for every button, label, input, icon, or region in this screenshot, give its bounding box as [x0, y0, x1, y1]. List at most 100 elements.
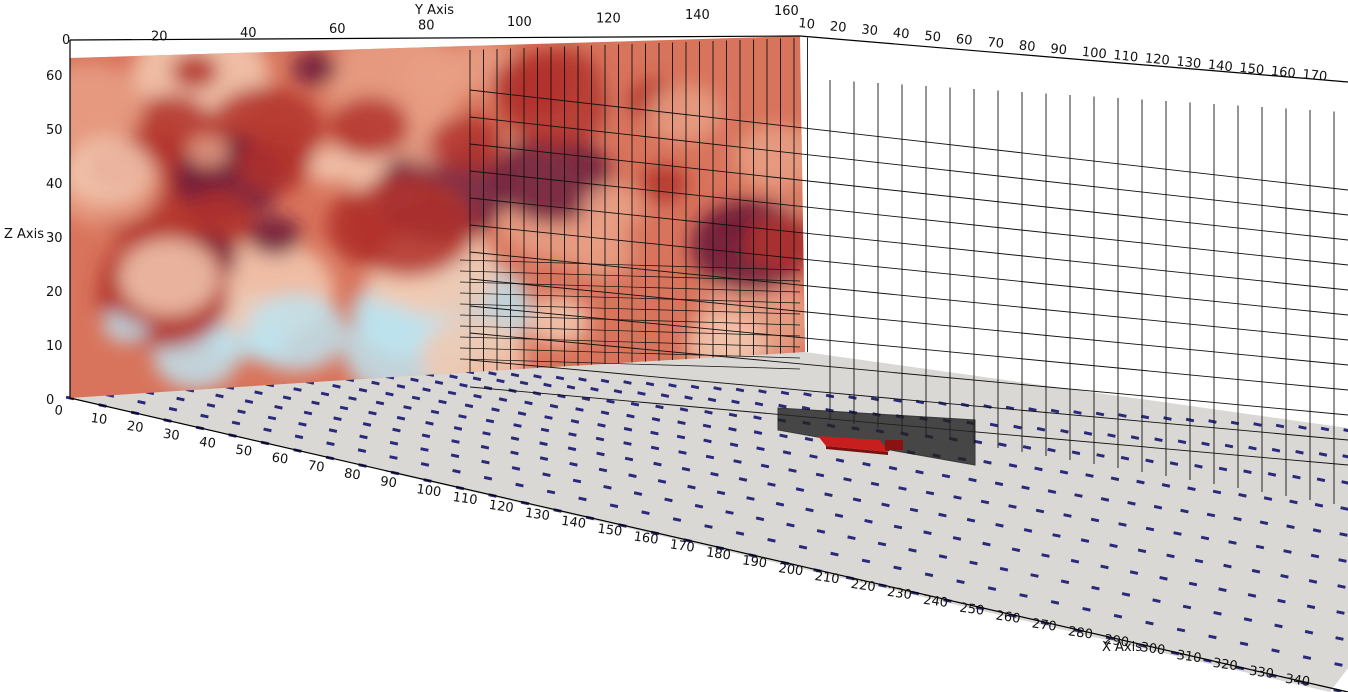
sensor-marker [450, 453, 460, 459]
sensor-marker [1050, 408, 1060, 414]
sensor-marker [1110, 476, 1120, 482]
mesh-line [469, 197, 1348, 291]
mesh-line [459, 292, 801, 304]
sensor-marker [1295, 450, 1304, 455]
sensor-marker [1208, 634, 1217, 640]
sensor-marker [1182, 604, 1192, 610]
sensor-marker [600, 378, 610, 384]
sensor-marker [704, 524, 713, 529]
sensor-marker [581, 396, 591, 402]
sensor-marker [533, 374, 542, 379]
sensor-marker [254, 390, 263, 395]
x-tick-label: 190 [741, 553, 768, 571]
sensor-marker [311, 400, 320, 406]
sensor-marker [1247, 593, 1257, 598]
sensor-marker [1090, 517, 1100, 523]
x-far-tick-label: 40 [892, 26, 910, 43]
sensor-marker [459, 383, 468, 388]
z-tick-label: 0 [46, 393, 54, 408]
sensor-marker [956, 579, 965, 584]
sensor-marker [684, 395, 693, 400]
sensor-marker [782, 450, 792, 455]
sensor-marker [572, 478, 582, 484]
sensor-marker [650, 445, 660, 451]
x-far-tick-label: 30 [861, 22, 879, 39]
field-blob [70, 137, 153, 205]
sensor-marker [1194, 558, 1204, 564]
sensor-marker [1036, 426, 1046, 432]
field-blob [494, 132, 612, 223]
sensor-marker [710, 472, 719, 477]
sensor-marker [982, 541, 991, 547]
sensor-marker [1308, 579, 1318, 584]
sensor-marker [679, 407, 689, 412]
x-tick-label: 280 [1067, 624, 1094, 642]
sensor-marker [657, 479, 667, 484]
sensor-marker [438, 399, 447, 405]
y-tick-label: 160 [774, 4, 799, 19]
x-far-tick-label: 70 [987, 35, 1005, 52]
sensor-marker [464, 403, 474, 409]
sensor-marker [568, 432, 577, 437]
sensor-marker [339, 405, 349, 411]
sensor-marker [953, 495, 962, 500]
sensor-marker [274, 405, 283, 410]
sensor-marker [411, 395, 421, 401]
sensor-marker [546, 489, 556, 495]
sensor-marker [753, 415, 762, 420]
sensor-marker [519, 380, 529, 386]
sensor-marker [780, 390, 790, 396]
sensor-marker [567, 446, 577, 452]
x-tick-label: 160 [633, 530, 660, 548]
sensor-marker [569, 462, 578, 467]
sensor-marker [481, 459, 490, 465]
sensor-marker [1338, 558, 1347, 563]
turbine-block [818, 436, 903, 455]
sensor-marker [1152, 598, 1161, 603]
sensor-marker [357, 448, 367, 453]
sensor-marker [999, 566, 1009, 572]
field-blob [306, 146, 354, 184]
refinement-mesh [459, 37, 1348, 504]
mesh-line [459, 336, 801, 348]
sensor-marker [1340, 506, 1348, 511]
sensor-marker [1035, 508, 1045, 514]
x-tick-label: 320 [1212, 656, 1239, 674]
sensor-marker [735, 531, 745, 536]
sensor-marker [1314, 502, 1324, 508]
sensor-marker [923, 530, 932, 535]
sensor-marker [1140, 414, 1150, 420]
x-tick-label: 20 [126, 419, 144, 436]
sensor-marker [1013, 424, 1022, 430]
mesh-line [459, 347, 801, 359]
mesh-line [469, 359, 1348, 441]
sensor-marker [1120, 455, 1130, 461]
sensor-marker [488, 371, 497, 376]
sensor-marker [848, 395, 857, 400]
sensor-marker [1085, 473, 1094, 478]
x-tick-label: 290 [1103, 632, 1130, 650]
sensor-marker [1283, 549, 1292, 554]
sensor-marker [1271, 648, 1280, 653]
sensor-marker [795, 487, 805, 492]
sensor-marker [623, 441, 632, 446]
sensor-marker [1263, 496, 1273, 501]
sensor-marker [1201, 441, 1210, 447]
sensor-marker [824, 492, 833, 497]
field-blob [186, 135, 229, 168]
sensor-marker [543, 382, 552, 388]
sensor-marker [968, 477, 977, 483]
x-tick-label: 340 [1284, 672, 1311, 690]
sensor-marker [1136, 479, 1145, 485]
sensor-marker [1298, 425, 1307, 430]
y-tick-label: 0 [62, 33, 70, 48]
sensor-marker [655, 404, 664, 410]
sensor-marker [1230, 420, 1240, 426]
sensor-marker [597, 423, 606, 428]
x-axis-title: X Axis [1102, 640, 1142, 655]
sensor-marker [293, 387, 302, 392]
sensor-marker [835, 458, 845, 463]
sensor-marker [938, 554, 948, 559]
x-far-tick-label: 60 [955, 32, 973, 49]
